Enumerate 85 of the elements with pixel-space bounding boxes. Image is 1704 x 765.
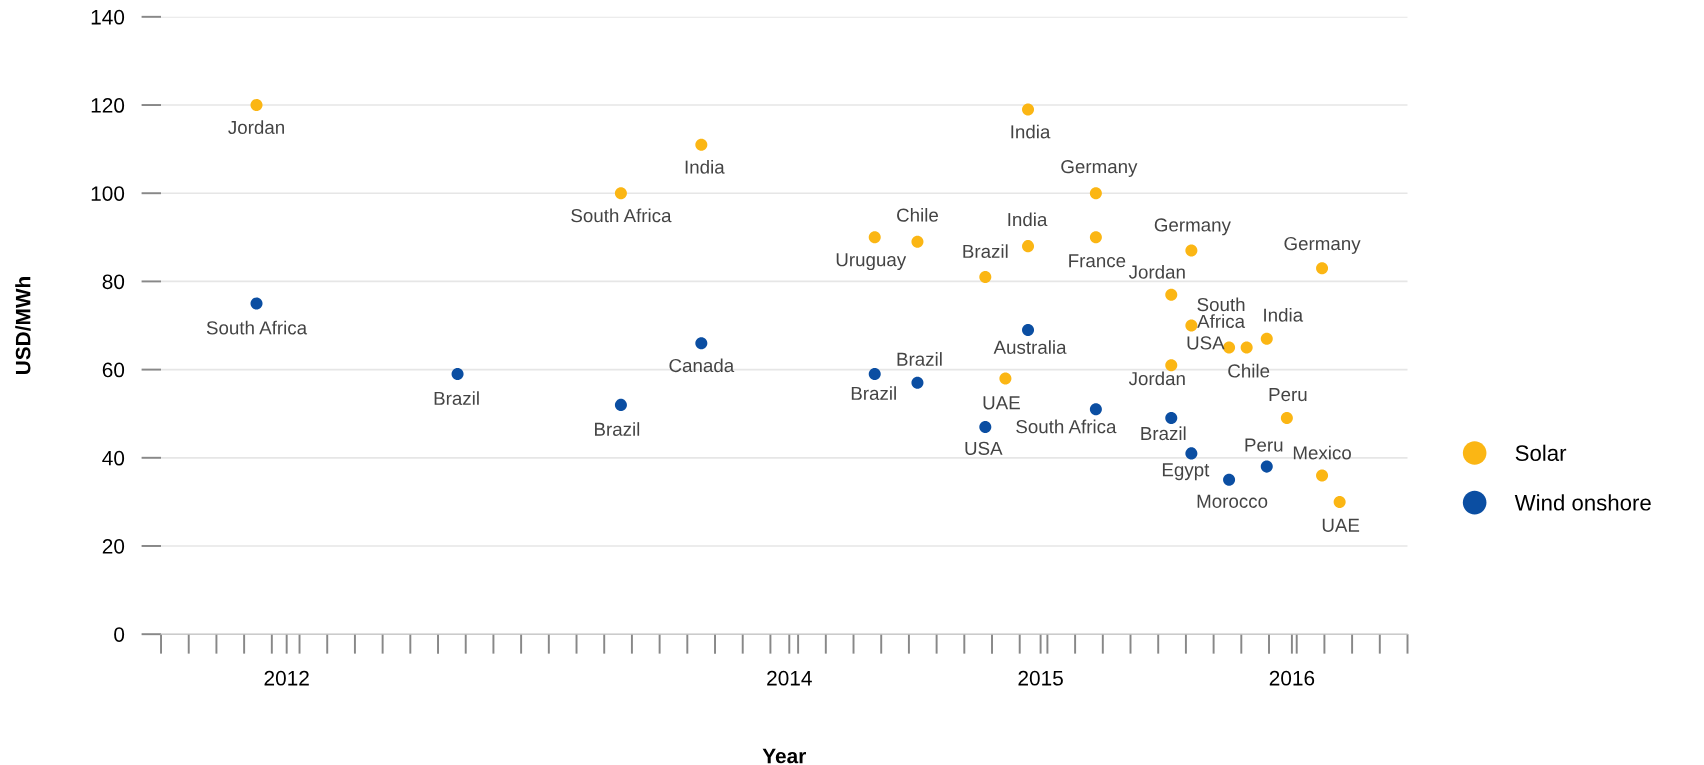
annotation: Chile xyxy=(1228,363,1270,378)
annotation: Brazil xyxy=(897,352,942,366)
point xyxy=(1240,341,1253,354)
point xyxy=(1089,403,1102,416)
annotation: Germany xyxy=(1284,236,1361,254)
point xyxy=(979,270,992,284)
x-tick-label: 2016 xyxy=(1269,670,1315,686)
annotation: UAE xyxy=(983,396,1020,410)
annotation: Australia xyxy=(993,340,1067,354)
annotation: Jordan xyxy=(1128,264,1185,279)
annotation: Germany xyxy=(1061,159,1138,177)
point xyxy=(614,187,627,200)
point xyxy=(911,235,924,248)
point xyxy=(1316,262,1329,275)
annotation: USA xyxy=(965,441,1003,455)
annotation: Brazil xyxy=(851,386,896,401)
annotation: Peru xyxy=(1269,388,1307,402)
annotation: Canada xyxy=(669,358,735,373)
x-tick-label: 2012 xyxy=(264,670,309,686)
point xyxy=(614,398,627,411)
annotation: India xyxy=(1008,212,1048,227)
y-tick-label: 60 xyxy=(102,362,125,378)
y-tick-label: 140 xyxy=(91,9,125,25)
point xyxy=(1223,473,1236,486)
annotation: France xyxy=(1069,254,1126,268)
annotation: South Africa xyxy=(206,320,308,335)
annotation: Mexico xyxy=(1293,445,1351,460)
annotation: Jordan xyxy=(228,120,284,135)
y-tick-label: 40 xyxy=(102,450,125,466)
annotation: Germany xyxy=(1154,218,1231,236)
point xyxy=(695,337,708,350)
y-tick-label: 0 xyxy=(114,627,125,642)
point xyxy=(1089,187,1102,200)
point xyxy=(1022,323,1035,336)
point xyxy=(868,368,881,381)
point xyxy=(1089,231,1102,244)
annotation: USA xyxy=(1187,336,1225,350)
annotation: South Africa xyxy=(1197,297,1246,328)
point xyxy=(451,368,464,381)
y-tick-label: 100 xyxy=(91,186,125,201)
annotation: India xyxy=(1011,124,1051,139)
point xyxy=(979,420,992,433)
point xyxy=(1260,460,1273,473)
point xyxy=(1165,359,1178,372)
annotation: Brazil xyxy=(963,244,1008,259)
annotation: India xyxy=(1264,308,1304,322)
annotation: Uruguay xyxy=(836,253,907,271)
point xyxy=(1185,447,1198,460)
annotation: Egypt xyxy=(1162,463,1210,481)
point xyxy=(1185,244,1198,257)
point xyxy=(695,138,708,151)
annotation: UAE xyxy=(1322,518,1360,532)
point xyxy=(1185,319,1198,332)
y-tick-label: 120 xyxy=(91,98,125,113)
annotation: Brazil xyxy=(1141,426,1186,441)
point xyxy=(1316,469,1329,482)
annotation: Brazil xyxy=(595,422,640,436)
x-tick-label: 2014 xyxy=(767,670,812,686)
annotation: Chile xyxy=(897,207,938,222)
legend-label: Wind onshore xyxy=(1514,494,1651,511)
point xyxy=(999,372,1012,385)
point xyxy=(868,231,881,244)
annotation: Brazil xyxy=(434,391,479,406)
point xyxy=(1165,412,1178,425)
x-tick-label: 2015 xyxy=(1018,670,1063,686)
annotation: Jordan xyxy=(1128,371,1185,386)
point xyxy=(1260,332,1273,345)
legend-label: Solar xyxy=(1515,444,1567,462)
point xyxy=(1280,412,1293,425)
y-tick-label: 80 xyxy=(102,274,125,290)
annotation: Morocco xyxy=(1197,494,1268,508)
point xyxy=(1022,240,1035,253)
point xyxy=(250,297,263,310)
annotation: South Africa xyxy=(1016,419,1117,434)
annotation: Peru xyxy=(1245,438,1283,452)
annotation: India xyxy=(685,159,725,174)
point xyxy=(1022,103,1035,116)
annotation: South Africa xyxy=(571,208,672,223)
x-axis-title: Year xyxy=(762,748,806,764)
point xyxy=(250,99,263,112)
y-axis-title: USD/MWh xyxy=(15,277,31,375)
point xyxy=(1165,288,1178,301)
y-tick-label: 20 xyxy=(102,538,125,554)
point xyxy=(1333,495,1346,508)
point xyxy=(911,376,924,389)
